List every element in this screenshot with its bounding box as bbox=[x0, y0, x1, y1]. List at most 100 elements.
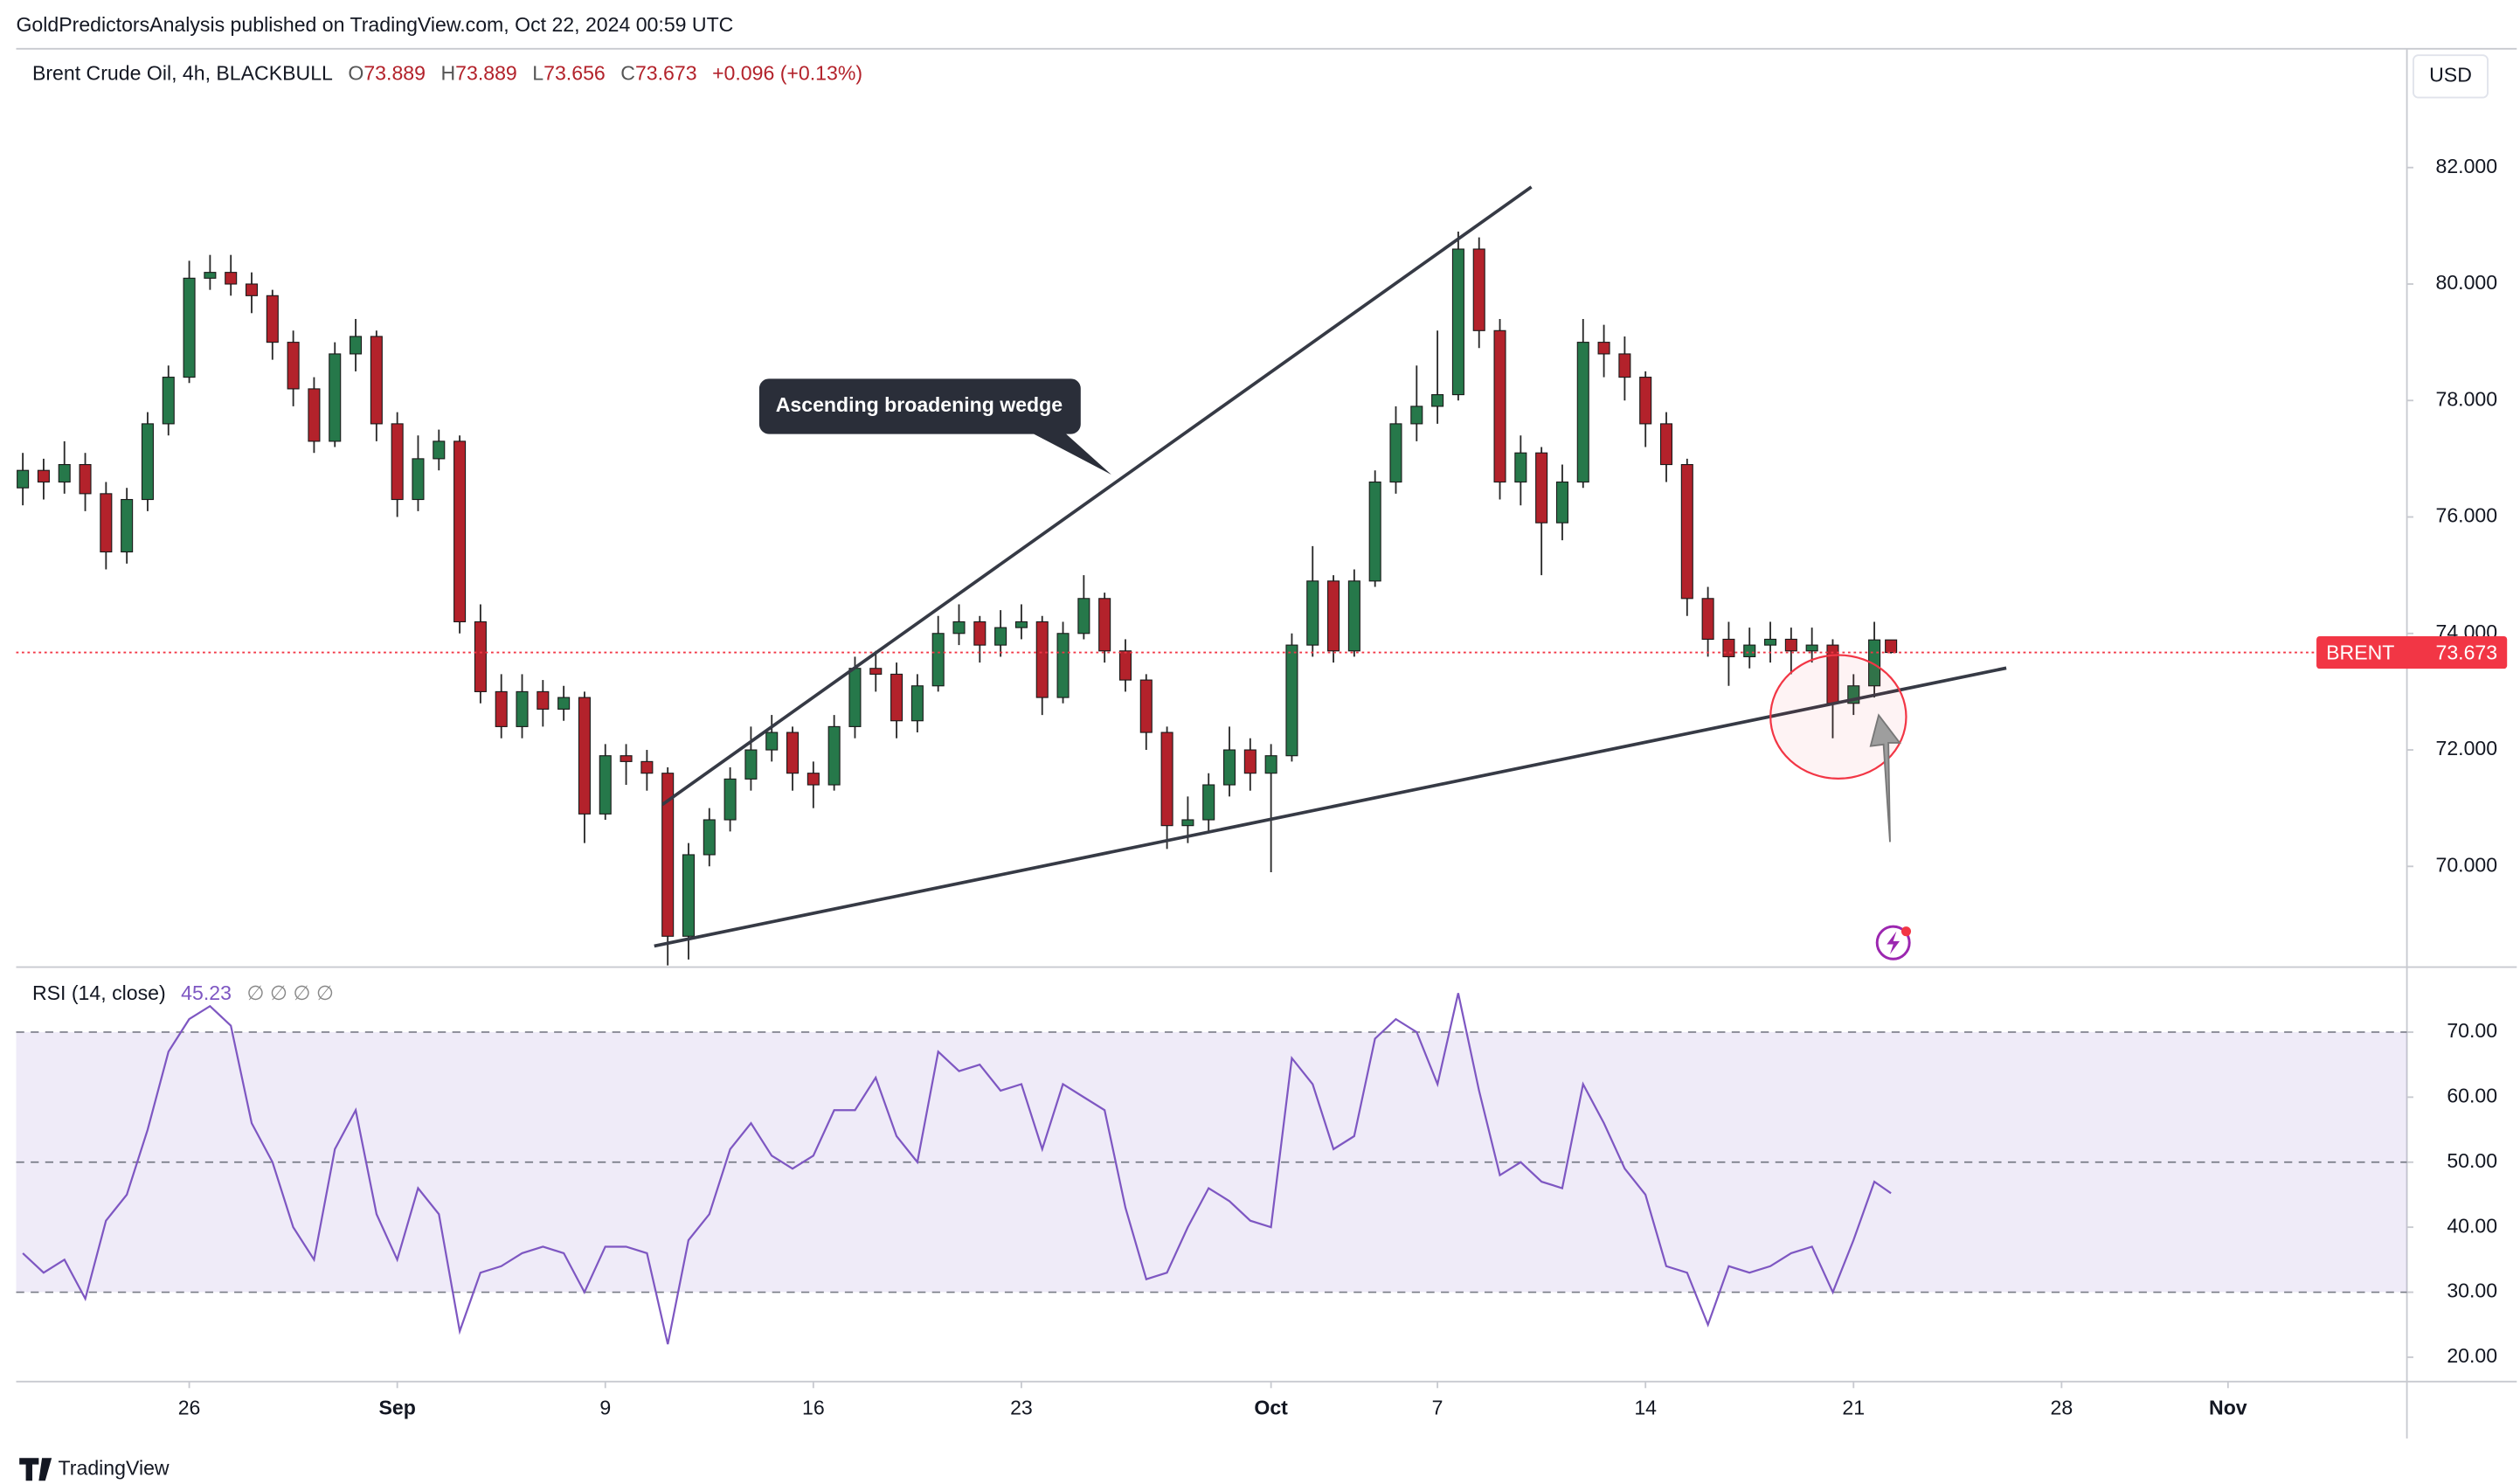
price-tags: BRENT 73.673 bbox=[2316, 635, 2508, 669]
candle-body bbox=[121, 498, 134, 553]
candle-body bbox=[973, 621, 987, 646]
candle-body bbox=[17, 469, 30, 489]
candle-body bbox=[1493, 329, 1506, 483]
currency-box[interactable] bbox=[2413, 54, 2489, 99]
candle-body bbox=[1327, 580, 1340, 652]
candle-body bbox=[1451, 248, 1464, 396]
candle-body bbox=[620, 755, 633, 762]
candle-body bbox=[1181, 819, 1194, 827]
ohlc-value: 73.889 bbox=[363, 62, 426, 85]
candle-body bbox=[1764, 638, 1777, 646]
candle-body bbox=[453, 440, 467, 623]
candle-body bbox=[1722, 638, 1735, 657]
candle-body bbox=[890, 673, 903, 722]
ohlc-label: H bbox=[440, 62, 455, 85]
y-tick-label: 30.00 bbox=[2447, 1279, 2497, 1302]
wedge-upper-line bbox=[661, 185, 1533, 807]
x-tick-label: 26 bbox=[178, 1397, 201, 1419]
candle-body bbox=[1098, 598, 1111, 652]
candle-body bbox=[1514, 452, 1527, 483]
candle-body bbox=[412, 458, 425, 501]
candle-body bbox=[100, 493, 113, 553]
currency[interactable]: USD bbox=[2429, 63, 2472, 86]
candle-body bbox=[931, 633, 945, 687]
candle-body bbox=[1597, 342, 1610, 355]
candle-body bbox=[578, 697, 591, 815]
candle-body bbox=[1118, 650, 1132, 681]
x-tick-label: 7 bbox=[1432, 1397, 1443, 1419]
candle-body bbox=[640, 760, 654, 774]
candle-body bbox=[1805, 644, 1818, 652]
candle-body bbox=[682, 854, 696, 937]
candle-body bbox=[1701, 598, 1714, 641]
candle-body bbox=[1347, 580, 1360, 652]
candle-body bbox=[1639, 377, 1652, 425]
candle-body bbox=[744, 749, 758, 780]
y-tick-label: 76.000 bbox=[2436, 504, 2498, 527]
candle-body bbox=[1077, 598, 1090, 635]
candle-body bbox=[308, 388, 321, 442]
x-tick-label: Oct bbox=[1254, 1397, 1288, 1419]
candle-body bbox=[537, 690, 550, 710]
rsi-legend: RSI (14, close) 45.23 ∅ ∅ ∅ ∅ bbox=[32, 981, 334, 1004]
candle-body bbox=[58, 463, 71, 483]
candle-body bbox=[1885, 639, 1898, 654]
candle-body bbox=[37, 469, 50, 483]
candle-body bbox=[1680, 463, 1693, 600]
callout bbox=[758, 378, 1111, 475]
candle-body bbox=[827, 725, 841, 786]
y-tick-label: 78.000 bbox=[2436, 387, 2498, 410]
candle-body bbox=[910, 685, 924, 722]
candle-body bbox=[1743, 644, 1756, 657]
candle-body bbox=[703, 819, 716, 856]
candle-body bbox=[183, 277, 196, 378]
candle-body bbox=[1306, 580, 1319, 646]
candle-body bbox=[162, 377, 175, 425]
candle-body bbox=[723, 778, 737, 821]
candle-body bbox=[141, 423, 154, 501]
y-tick-label: 20.00 bbox=[2447, 1344, 2497, 1367]
candle-body bbox=[225, 272, 238, 285]
callout-text: Ascending broadening wedge bbox=[776, 393, 1063, 416]
candle-body bbox=[266, 295, 279, 343]
candle-body bbox=[1222, 749, 1236, 786]
candle-body bbox=[370, 336, 383, 425]
candle-body bbox=[79, 463, 92, 495]
rsi-inputs: ∅ ∅ ∅ ∅ bbox=[246, 981, 334, 1004]
candle-body bbox=[599, 755, 612, 815]
y-tick-label: 40.00 bbox=[2447, 1214, 2497, 1237]
candle-body bbox=[1202, 784, 1215, 821]
candle-body bbox=[1472, 248, 1485, 331]
candle-body bbox=[848, 668, 862, 727]
candle-body bbox=[1285, 644, 1298, 757]
candle-body bbox=[433, 440, 446, 460]
candle-body bbox=[557, 697, 571, 710]
ohlc-label: L bbox=[532, 62, 543, 85]
candle-body bbox=[869, 668, 883, 675]
x-tick-label: Sep bbox=[378, 1397, 415, 1419]
symbol-title: Brent Crude Oil, 4h, BLACKBULL bbox=[32, 62, 333, 85]
plot: 70.00072.00074.00076.00078.00080.00082.0… bbox=[16, 155, 2497, 1419]
candle-body bbox=[1576, 342, 1589, 483]
brand-logo bbox=[19, 1458, 52, 1481]
candle-body bbox=[391, 423, 404, 501]
ohlc-value: 73.889 bbox=[455, 62, 517, 85]
candle-body bbox=[1264, 755, 1277, 774]
candle-body bbox=[1056, 633, 1070, 698]
candle-body bbox=[516, 690, 529, 727]
x-tick-label: 16 bbox=[802, 1397, 825, 1419]
candle-body bbox=[786, 732, 800, 774]
rsi-value: 45.23 bbox=[181, 981, 232, 1004]
candle-body bbox=[1431, 394, 1444, 407]
candle-body bbox=[329, 353, 342, 442]
candle-body bbox=[1243, 749, 1257, 774]
y-tick-label: 60.00 bbox=[2447, 1084, 2497, 1106]
candle-body bbox=[245, 283, 259, 296]
ohlc-label: O bbox=[348, 62, 363, 85]
publish-header: GoldPredictorsAnalysis published on Trad… bbox=[16, 13, 733, 36]
y-tick-label: 82.000 bbox=[2436, 155, 2498, 177]
alert-bolt bbox=[1887, 931, 1900, 954]
last-price-label: 73.673 bbox=[2436, 641, 2498, 664]
candle-body bbox=[765, 732, 779, 751]
